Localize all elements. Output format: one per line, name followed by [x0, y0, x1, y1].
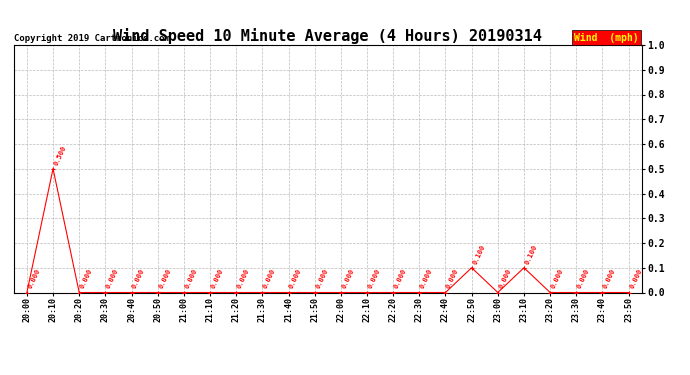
Text: 0.000: 0.000 [27, 268, 41, 290]
Text: 0.000: 0.000 [315, 268, 329, 290]
Text: Copyright 2019 Cartronics.com: Copyright 2019 Cartronics.com [14, 33, 170, 42]
Text: 0.000: 0.000 [550, 268, 564, 290]
Text: 0.100: 0.100 [472, 243, 486, 265]
Text: 0.000: 0.000 [132, 268, 146, 290]
Text: 0.500: 0.500 [53, 144, 68, 166]
Text: 0.000: 0.000 [446, 268, 460, 290]
Text: 0.000: 0.000 [210, 268, 224, 290]
Text: 0.000: 0.000 [393, 268, 408, 290]
Text: Wind  (mph): Wind (mph) [574, 33, 638, 42]
Text: 0.000: 0.000 [367, 268, 382, 290]
Text: 0.000: 0.000 [262, 268, 277, 290]
Title: Wind Speed 10 Minute Average (4 Hours) 20190314: Wind Speed 10 Minute Average (4 Hours) 2… [113, 28, 542, 44]
Text: 0.000: 0.000 [576, 268, 591, 290]
Text: 0.000: 0.000 [184, 268, 198, 290]
Text: 0.000: 0.000 [288, 268, 303, 290]
Text: 0.000: 0.000 [106, 268, 120, 290]
Text: 0.000: 0.000 [341, 268, 355, 290]
Text: 0.100: 0.100 [524, 243, 538, 265]
Text: 0.000: 0.000 [497, 268, 512, 290]
Text: 0.000: 0.000 [420, 268, 434, 290]
Text: 0.000: 0.000 [629, 268, 643, 290]
Text: 0.000: 0.000 [236, 268, 250, 290]
Text: 0.000: 0.000 [158, 268, 172, 290]
Text: 0.000: 0.000 [79, 268, 94, 290]
Text: 0.000: 0.000 [602, 268, 617, 290]
